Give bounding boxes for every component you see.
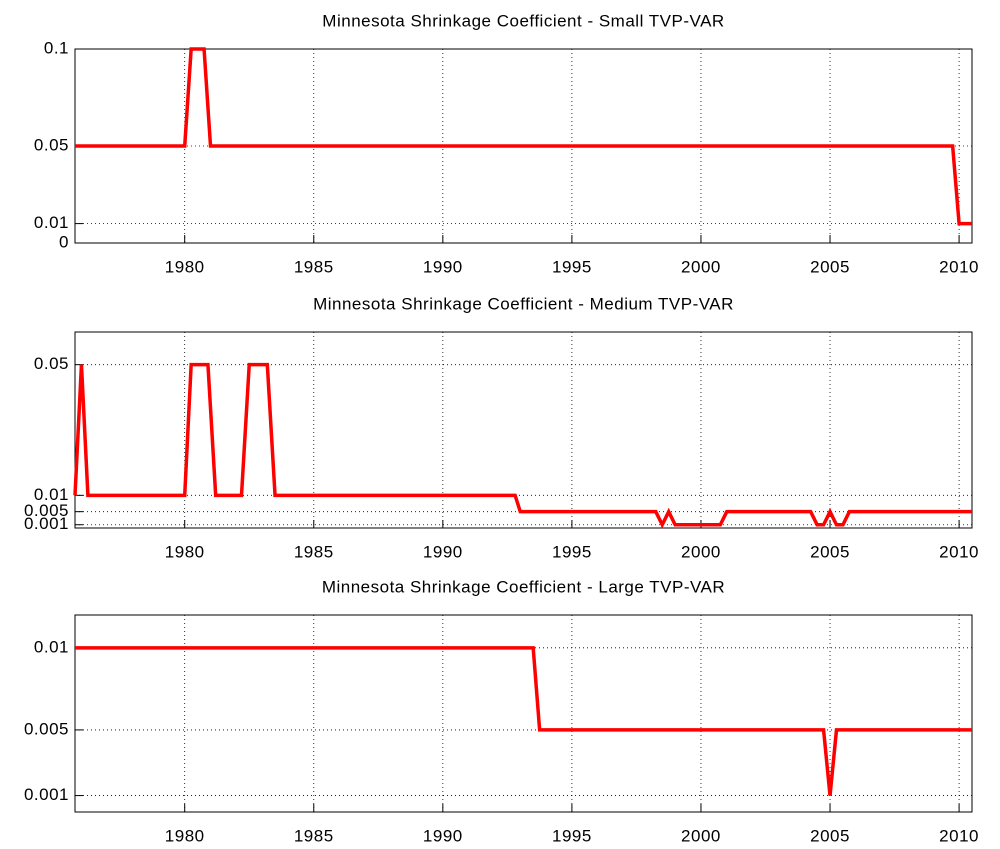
- x-tick-label: 2005: [810, 542, 850, 561]
- plot-frame: [74, 331, 973, 529]
- x-tick-label: 2000: [681, 257, 721, 276]
- y-tick-label: 0.1: [44, 38, 69, 57]
- x-tick-label: 2010: [939, 542, 979, 561]
- x-tick-label: 1990: [423, 257, 463, 276]
- line: [73, 362, 972, 529]
- x-tick-label: 2010: [939, 826, 979, 845]
- x-tick-label: 2005: [810, 826, 850, 845]
- y-tick-label: 0.01: [34, 213, 69, 232]
- x-tick-label: 1980: [165, 826, 205, 845]
- x-tick-label: 2005: [810, 257, 850, 276]
- x-tick-label: 1985: [294, 826, 334, 845]
- x-tick-label: 1985: [294, 257, 334, 276]
- plot-frame: [74, 614, 973, 813]
- chart-title: Minnesota Shrinkage Coefficient - Large …: [322, 577, 725, 596]
- y-tick-label: 0.005: [24, 501, 69, 520]
- y-tick-label: 0.01: [34, 637, 69, 656]
- x-tick-label: 2000: [681, 826, 721, 845]
- line: [75, 47, 972, 226]
- y-tick-label: 0.05: [34, 135, 69, 154]
- y-tick-label: 0: [59, 232, 69, 251]
- x-tick-label: 1980: [165, 542, 205, 561]
- y-tick-label: 0.05: [34, 354, 69, 373]
- y-tick-label: 0.001: [24, 785, 69, 804]
- x-tick-label: 1995: [552, 542, 592, 561]
- x-tick-label: 2010: [939, 257, 979, 276]
- chart-title: Minnesota Shrinkage Coefficient - Medium…: [313, 294, 734, 313]
- y-tick-label: 0.005: [24, 719, 69, 738]
- x-tick-label: 2000: [681, 542, 721, 561]
- line: [75, 646, 972, 796]
- y-tick-label: 0.001: [24, 514, 69, 533]
- x-tick-label: 1985: [294, 542, 334, 561]
- y-tick-label: 0.01: [34, 485, 69, 504]
- x-tick-label: 1995: [552, 826, 592, 845]
- x-tick-label: 1990: [423, 826, 463, 845]
- x-tick-label: 1990: [423, 542, 463, 561]
- chart-title: Minnesota Shrinkage Coefficient - Small …: [322, 11, 724, 30]
- x-tick-label: 1980: [165, 257, 205, 276]
- x-tick-label: 1995: [552, 257, 592, 276]
